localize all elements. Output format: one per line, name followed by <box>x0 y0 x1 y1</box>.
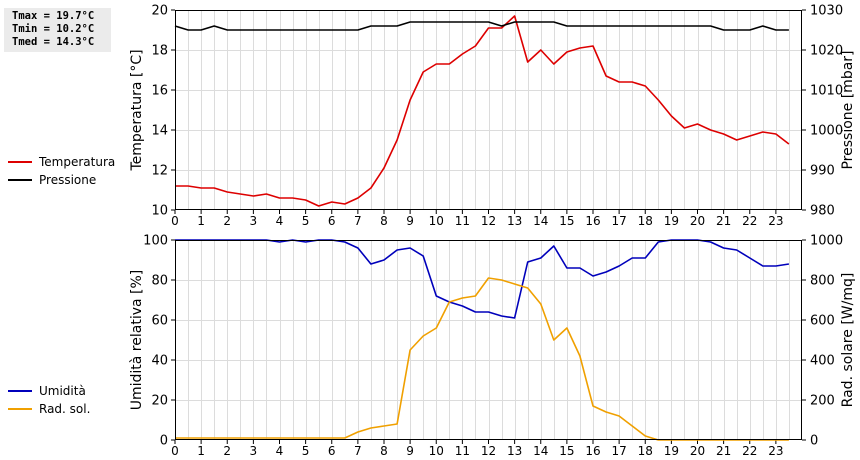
xtick-label-0: 7 <box>354 214 362 228</box>
legend-label-temperatura: Temperatura <box>39 155 116 169</box>
ytick-left-label-0: 16 <box>151 84 168 99</box>
tmin-stat: Tmin = 10.2°C <box>12 23 95 35</box>
xtick-label-1: 21 <box>716 444 731 458</box>
ytick-right-label-1: 0 <box>810 434 818 449</box>
xtick-label-1: 3 <box>250 444 258 458</box>
xtick-label-1: 7 <box>354 444 362 458</box>
ytick-left-label-1: 20 <box>151 394 168 409</box>
xtick-label-1: 12 <box>481 444 496 458</box>
series-line-pressione <box>174 21 789 31</box>
ytick-left-label-1: 40 <box>151 354 168 369</box>
plot-area-0 <box>175 10 802 210</box>
legend-label-rad-sol: Rad. sol. <box>39 402 91 416</box>
tmed-stat: Tmed = 14.3°C <box>12 36 95 48</box>
ytick-right-label-0: 990 <box>810 164 835 179</box>
xtick-label-1: 4 <box>276 444 284 458</box>
ytick-left-label-1: 0 <box>160 434 168 449</box>
xtick-label-0: 21 <box>716 214 731 228</box>
ytick-right-label-0: 1010 <box>810 84 843 99</box>
ylabel-right-0: Pressione [mbar] <box>840 50 856 169</box>
xtick-label-0: 4 <box>276 214 284 228</box>
xtick-label-1: 11 <box>455 444 470 458</box>
xtick-label-1: 22 <box>742 444 757 458</box>
ytick-right-label-1: 200 <box>810 394 835 409</box>
xtick-label-0: 10 <box>429 214 444 228</box>
xtick-label-0: 0 <box>171 214 179 228</box>
xtick-label-1: 16 <box>585 444 600 458</box>
xtick-label-1: 19 <box>664 444 679 458</box>
ytick-right-label-0: 1000 <box>810 124 843 139</box>
xtick-label-0: 6 <box>328 214 336 228</box>
ytick-left-label-0: 12 <box>151 164 168 179</box>
legend-swatch-rad-sol <box>8 408 32 410</box>
xtick-label-0: 20 <box>690 214 705 228</box>
xtick-label-1: 1 <box>197 444 205 458</box>
xtick-label-1: 6 <box>328 444 336 458</box>
series-line-temperatura <box>175 15 790 207</box>
xtick-label-0: 5 <box>302 214 310 228</box>
ytick-right-label-1: 400 <box>810 354 835 369</box>
xtick-label-1: 13 <box>507 444 522 458</box>
legend-swatch-pressione <box>8 179 32 181</box>
xtick-label-1: 17 <box>611 444 626 458</box>
ytick-right-label-0: 1030 <box>810 4 843 19</box>
xtick-label-0: 14 <box>533 214 548 228</box>
xtick-label-0: 9 <box>406 214 414 228</box>
ytick-left-label-0: 18 <box>151 44 168 59</box>
ylabel-left-1: Umidità relativa [%] <box>129 270 145 411</box>
xtick-label-0: 11 <box>455 214 470 228</box>
xtick-label-1: 9 <box>406 444 414 458</box>
xtick-label-1: 2 <box>223 444 231 458</box>
xtick-label-0: 22 <box>742 214 757 228</box>
xtick-label-0: 23 <box>768 214 783 228</box>
ytick-right-label-0: 980 <box>810 204 835 219</box>
xtick-label-1: 8 <box>380 444 388 458</box>
plot-frame-1 <box>175 240 802 440</box>
ytick-right-label-1: 1000 <box>810 234 843 249</box>
xtick-label-1: 18 <box>638 444 653 458</box>
legend-swatch-umidita <box>8 390 32 392</box>
xtick-label-1: 10 <box>429 444 444 458</box>
xtick-label-0: 16 <box>585 214 600 228</box>
xtick-label-0: 18 <box>638 214 653 228</box>
legend-swatch-temperatura <box>8 161 32 163</box>
xtick-label-1: 0 <box>171 444 179 458</box>
xtick-label-0: 19 <box>664 214 679 228</box>
ytick-left-label-1: 100 <box>143 234 168 249</box>
ytick-right-label-1: 600 <box>810 314 835 329</box>
ytick-left-label-0: 10 <box>151 204 168 219</box>
xtick-label-0: 8 <box>380 214 388 228</box>
xtick-label-0: 12 <box>481 214 496 228</box>
stats-box: Tmax = 19.7°C Tmin = 10.2°C Tmed = 14.3°… <box>4 8 111 52</box>
xtick-label-0: 1 <box>197 214 205 228</box>
xtick-label-0: 15 <box>559 214 574 228</box>
plot-frame-0 <box>175 10 802 210</box>
xtick-label-1: 5 <box>302 444 310 458</box>
tmax-stat: Tmax = 19.7°C <box>12 10 95 22</box>
ytick-right-label-0: 1020 <box>810 44 843 59</box>
xtick-label-1: 20 <box>690 444 705 458</box>
ytick-left-label-0: 20 <box>151 4 168 19</box>
xtick-label-1: 14 <box>533 444 548 458</box>
ylabel-right-1: Rad. solare [W/mq] <box>840 273 856 408</box>
legend-label-umidita: Umidità <box>39 384 86 398</box>
xtick-label-1: 23 <box>768 444 783 458</box>
xtick-label-0: 3 <box>250 214 258 228</box>
ytick-right-label-1: 800 <box>810 274 835 289</box>
plot-area-1 <box>175 240 802 440</box>
xtick-label-0: 17 <box>611 214 626 228</box>
xtick-label-0: 13 <box>507 214 522 228</box>
xtick-label-1: 15 <box>559 444 574 458</box>
ytick-left-label-1: 60 <box>151 314 168 329</box>
legend-label-pressione: Pressione <box>39 173 97 187</box>
ytick-left-label-1: 80 <box>151 274 168 289</box>
ytick-left-label-0: 14 <box>151 124 168 139</box>
ylabel-left-0: Temperatura [°C] <box>129 49 145 171</box>
xtick-label-0: 2 <box>223 214 231 228</box>
